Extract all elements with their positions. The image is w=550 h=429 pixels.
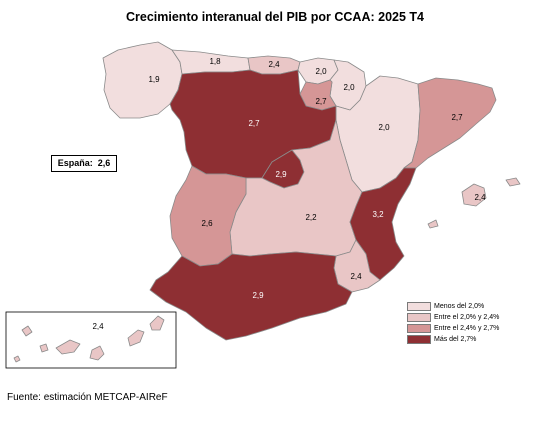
label-aragon: 2,0 (378, 123, 390, 132)
source-note: Fuente: estimación METCAP-AIReF (7, 392, 168, 403)
label-canarias: 2,4 (92, 322, 104, 331)
label-pais-vasco: 2,0 (315, 67, 327, 76)
legend-swatch (407, 323, 431, 333)
legend-swatch (407, 301, 431, 311)
label-extremadura: 2,6 (201, 219, 213, 228)
label-galicia: 1,9 (148, 75, 160, 84)
national-growth-box: España: 2,6 (51, 155, 117, 172)
region-galicia[interactable] (102, 41, 183, 119)
legend-label: Más del 2,7% (434, 335, 477, 343)
map-title: Crecimiento interanual del PIB por CCAA:… (126, 10, 424, 24)
label-castilla-la-mancha: 2,2 (305, 213, 317, 222)
label-andalucia: 2,9 (252, 291, 264, 300)
region-andalucia[interactable] (149, 251, 353, 341)
region-cataluna[interactable] (403, 77, 497, 169)
label-navarra: 2,0 (343, 83, 355, 92)
label-murcia: 2,4 (350, 272, 362, 281)
canarias-inset-frame (5, 311, 177, 369)
national-value: 2,6 (97, 158, 111, 168)
label-madrid: 2,9 (275, 170, 287, 179)
legend-label: Entre el 2,4% y 2,7% (434, 324, 500, 332)
label-la-rioja: 2,7 (315, 97, 327, 106)
label-comunidad-valenciana: 3,2 (372, 210, 384, 219)
label-baleares: 2,4 (474, 193, 486, 202)
region-baleares[interactable] (427, 177, 521, 229)
legend-swatch (407, 312, 431, 322)
legend-item: Entre el 2,0% y 2,4% (407, 312, 527, 322)
label-castilla-y-leon: 2,7 (248, 119, 260, 128)
label-asturias: 1,8 (209, 57, 221, 66)
legend-item: Menos del 2,0% (407, 301, 527, 311)
legend-label: Entre el 2,0% y 2,4% (434, 313, 500, 321)
legend-label: Menos del 2,0% (434, 302, 485, 310)
map-legend: Menos del 2,0% Entre el 2,0% y 2,4% Entr… (407, 301, 527, 345)
label-cantabria: 2,4 (268, 60, 280, 69)
national-label: España: (57, 158, 93, 168)
legend-item: Más del 2,7% (407, 334, 527, 344)
legend-item: Entre el 2,4% y 2,7% (407, 323, 527, 333)
legend-swatch (407, 334, 431, 344)
label-cataluna: 2,7 (451, 113, 463, 122)
region-canarias[interactable] (13, 315, 165, 363)
